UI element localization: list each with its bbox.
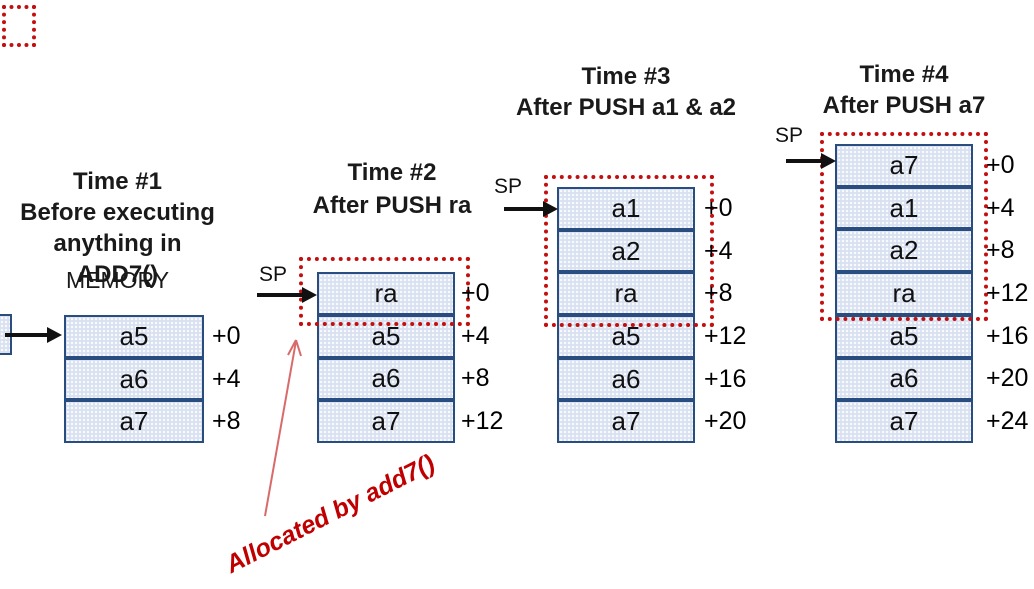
stack-cell: a2 bbox=[835, 229, 973, 273]
column-title: Time #4 After PUSH a7 bbox=[784, 59, 1024, 121]
cell-label: ra bbox=[374, 277, 398, 308]
cell-offset: +0 bbox=[212, 321, 241, 350]
cell-offset: +4 bbox=[986, 193, 1015, 222]
cell-label: ra bbox=[614, 278, 638, 309]
stack-cell: a2 bbox=[557, 229, 695, 273]
cell-offset: +16 bbox=[704, 364, 747, 393]
column-title-line: anything in ADD7() bbox=[53, 230, 182, 288]
cell-offset: +24 bbox=[986, 407, 1029, 436]
cell-label: a7 bbox=[371, 406, 401, 437]
memory-stack: a7 a1 a2 ra a5 a6 a7 bbox=[835, 144, 973, 444]
offset-column: +0 +4 +8 +12 +16 +20 +24 bbox=[986, 144, 1028, 443]
sp-arrow-shaft bbox=[257, 293, 303, 297]
stack-cell: a7 bbox=[64, 400, 204, 444]
stack-cell: a6 bbox=[835, 357, 973, 401]
cell-offset: +16 bbox=[986, 321, 1029, 350]
stack-cell: a5 bbox=[557, 315, 695, 358]
column-title-line: Time #3 bbox=[581, 63, 671, 90]
column-title: Time #3 After PUSH a1 & a2 bbox=[506, 61, 746, 123]
column-title-line: After PUSH a1 & a2 bbox=[515, 94, 737, 121]
offset-column: +0 +4 +8 +12 bbox=[461, 272, 503, 443]
stack-cell: a1 bbox=[835, 186, 973, 230]
cell-offset: +8 bbox=[986, 236, 1015, 265]
stack-cell: a5 bbox=[64, 315, 204, 358]
offset-column: +0 +4 +8 bbox=[212, 315, 241, 443]
cell-label: a7 bbox=[889, 406, 919, 437]
stack-cell: a7 bbox=[835, 400, 973, 444]
cell-offset: +8 bbox=[461, 364, 490, 393]
cell-offset: +12 bbox=[461, 407, 504, 436]
stack-cell: a6 bbox=[64, 357, 204, 401]
cell-offset: +12 bbox=[986, 279, 1029, 308]
column-title: Time #2 After PUSH ra bbox=[272, 156, 512, 222]
cell-label: a6 bbox=[119, 363, 149, 394]
sp-label: SP bbox=[775, 124, 804, 147]
memory-arrow-shaft bbox=[5, 333, 48, 337]
sp-arrow-shaft bbox=[504, 207, 545, 211]
allocated-region-outline bbox=[820, 132, 988, 321]
cell-label: a1 bbox=[889, 192, 919, 223]
cell-offset: +12 bbox=[704, 321, 747, 350]
column-title-line: Time #2 bbox=[347, 159, 437, 186]
column-title-line: Time #1 bbox=[73, 168, 162, 195]
sp-arrow-shaft bbox=[786, 159, 822, 163]
cell-label: a5 bbox=[889, 320, 919, 351]
cell-label: a2 bbox=[889, 235, 919, 266]
column-title-line: Before executing bbox=[20, 199, 215, 226]
memory-label: MEMORY bbox=[65, 267, 170, 293]
stack-cell: a5 bbox=[835, 314, 973, 358]
stack-cell: a6 bbox=[317, 357, 455, 401]
cell-offset: +4 bbox=[461, 321, 490, 350]
cell-offset: +8 bbox=[704, 279, 733, 308]
sp-label: SP bbox=[494, 175, 523, 198]
allocated-region-outline bbox=[299, 257, 470, 326]
cell-label: a7 bbox=[611, 406, 641, 437]
memory-arrow-head bbox=[47, 327, 62, 343]
cell-label: a2 bbox=[611, 235, 641, 266]
sp-arrow-head bbox=[302, 287, 317, 303]
stack-cell: a7 bbox=[835, 144, 973, 187]
corner-highlight-box bbox=[2, 5, 36, 47]
cell-label: a6 bbox=[889, 363, 919, 394]
sp-label: SP bbox=[259, 263, 288, 286]
cell-offset: +0 bbox=[986, 150, 1015, 179]
stack-cell: ra bbox=[317, 272, 455, 315]
stack-cell: a6 bbox=[557, 357, 695, 401]
cell-label: a1 bbox=[611, 192, 641, 223]
memory-stack: a1 a2 ra a5 a6 a7 bbox=[557, 187, 695, 444]
offset-column: +0 +4 +8 +12 +16 +20 bbox=[704, 187, 746, 443]
cell-label: a7 bbox=[889, 149, 919, 180]
cell-offset: +4 bbox=[212, 364, 241, 393]
cell-label: a7 bbox=[119, 406, 149, 437]
stack-cell: a1 bbox=[557, 187, 695, 230]
cell-offset: +0 bbox=[704, 193, 733, 222]
stack-cell: a7 bbox=[557, 400, 695, 444]
column-title-line: After PUSH ra bbox=[312, 192, 472, 219]
cell-offset: +4 bbox=[704, 236, 733, 265]
column-title-line: Time #4 bbox=[859, 61, 949, 88]
memory-stack: a5 a6 a7 bbox=[64, 315, 204, 444]
allocated-region-outline bbox=[544, 175, 714, 327]
cell-offset: +0 bbox=[461, 278, 490, 307]
cell-offset: +20 bbox=[704, 407, 747, 436]
cell-offset: +20 bbox=[986, 364, 1029, 393]
sp-arrow-head bbox=[543, 201, 558, 217]
cell-label: a5 bbox=[119, 320, 149, 351]
cell-label: a6 bbox=[371, 363, 401, 394]
cell-label: ra bbox=[892, 278, 916, 309]
stack-cell: a5 bbox=[317, 314, 455, 358]
column-title-line: After PUSH a7 bbox=[822, 92, 986, 119]
sp-arrow-head bbox=[821, 153, 836, 169]
column-title: Time #1 Before executing anything in ADD… bbox=[10, 166, 225, 290]
cell-label: a6 bbox=[611, 363, 641, 394]
stack-cell: ra bbox=[835, 272, 973, 315]
stack-cell: a7 bbox=[317, 400, 455, 443]
stack-cell: ra bbox=[557, 272, 695, 316]
cell-offset: +8 bbox=[212, 407, 241, 436]
memory-stack: ra a5 a6 a7 bbox=[317, 272, 455, 443]
